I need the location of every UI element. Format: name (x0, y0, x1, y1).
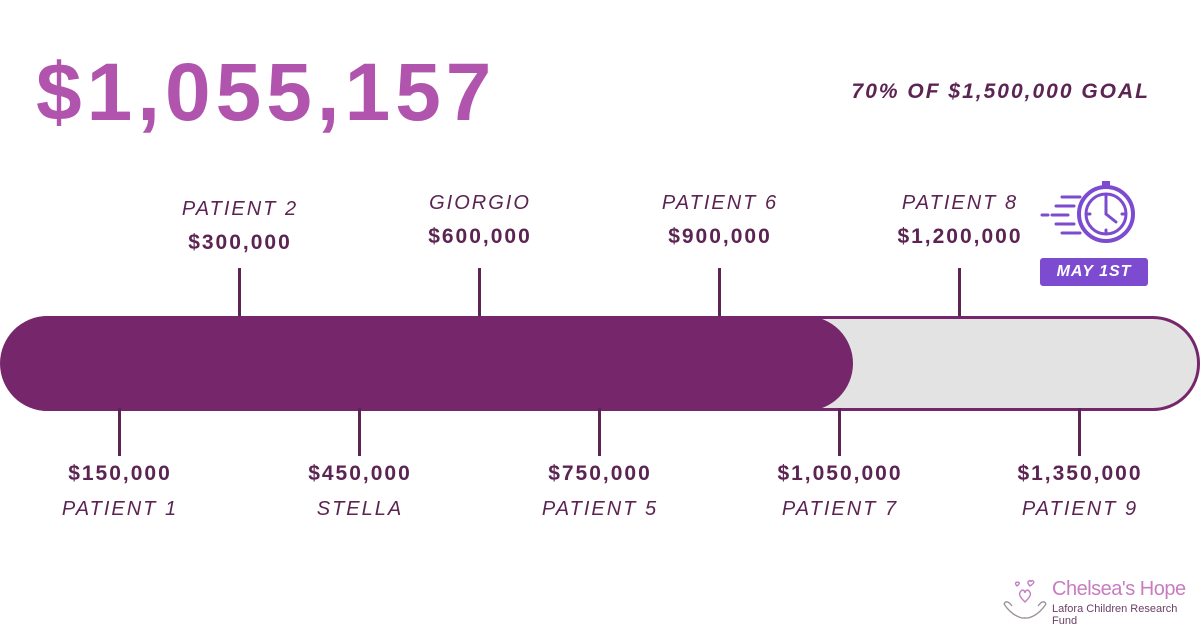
milestone-name: PATIENT 2 (181, 198, 299, 220)
milestone-tick (598, 408, 601, 456)
milestone-patient-9: $1,350,000 PATIENT 9 (960, 462, 1200, 521)
milestone-name: PATIENT 7 (781, 498, 899, 520)
milestone-amount: $1,350,000 (1017, 462, 1143, 485)
milestone-stella: $450,000 STELLA (240, 462, 480, 521)
milestone-tick (1078, 408, 1081, 456)
milestone-name: STELLA (316, 498, 404, 520)
milestone-name: GIORGIO (429, 192, 531, 214)
milestone-name: PATIENT 9 (1021, 498, 1139, 520)
progress-fill (0, 316, 853, 411)
milestone-amount: $750,000 (548, 462, 652, 485)
milestone-name: PATIENT 8 (901, 192, 1019, 214)
milestone-patient-2: PATIENT 2 $300,000 (120, 198, 360, 255)
milestone-amount: $1,200,000 (897, 225, 1023, 248)
milestone-tick (118, 408, 121, 456)
milestone-patient-7: $1,050,000 PATIENT 7 (720, 462, 960, 521)
milestone-amount: $450,000 (308, 462, 412, 485)
milestone-amount: $900,000 (668, 225, 772, 248)
milestone-amount: $300,000 (188, 231, 292, 254)
milestone-patient-5: $750,000 PATIENT 5 (480, 462, 720, 521)
milestone-tick (358, 408, 361, 456)
milestone-patient-6: PATIENT 6 $900,000 (600, 192, 840, 249)
milestone-tick (718, 268, 721, 316)
chelseas-hope-logo: Chelsea's Hope Lafora Children Research … (1000, 572, 1196, 627)
goal-text: 70% OF $1,500,000 GOAL (851, 80, 1150, 103)
milestone-name: PATIENT 1 (61, 498, 179, 520)
milestone-amount: $600,000 (428, 225, 532, 248)
milestone-tick (838, 408, 841, 456)
total-raised: $1,055,157 (36, 47, 497, 138)
hands-hearts-icon (1003, 579, 1047, 619)
milestone-amount: $150,000 (68, 462, 172, 485)
milestone-name: PATIENT 6 (661, 192, 779, 214)
milestone-tick (958, 268, 961, 316)
milestone-tick (238, 268, 241, 316)
milestone-name: PATIENT 5 (541, 498, 659, 520)
milestone-amount: $1,050,000 (777, 462, 903, 485)
logo-name: Chelsea's Hope (1052, 578, 1186, 600)
milestone-patient-1: $150,000 PATIENT 1 (0, 462, 240, 521)
logo-subtitle: Lafora Children Research Fund (1052, 603, 1178, 627)
milestone-tick (478, 268, 481, 316)
milestone-giorgio: GIORGIO $600,000 (360, 192, 600, 249)
deadline-badge: MAY 1ST (1040, 258, 1148, 286)
fast-clock-icon (1040, 178, 1150, 288)
milestone-patient-8: PATIENT 8 $1,200,000 (840, 192, 1080, 249)
